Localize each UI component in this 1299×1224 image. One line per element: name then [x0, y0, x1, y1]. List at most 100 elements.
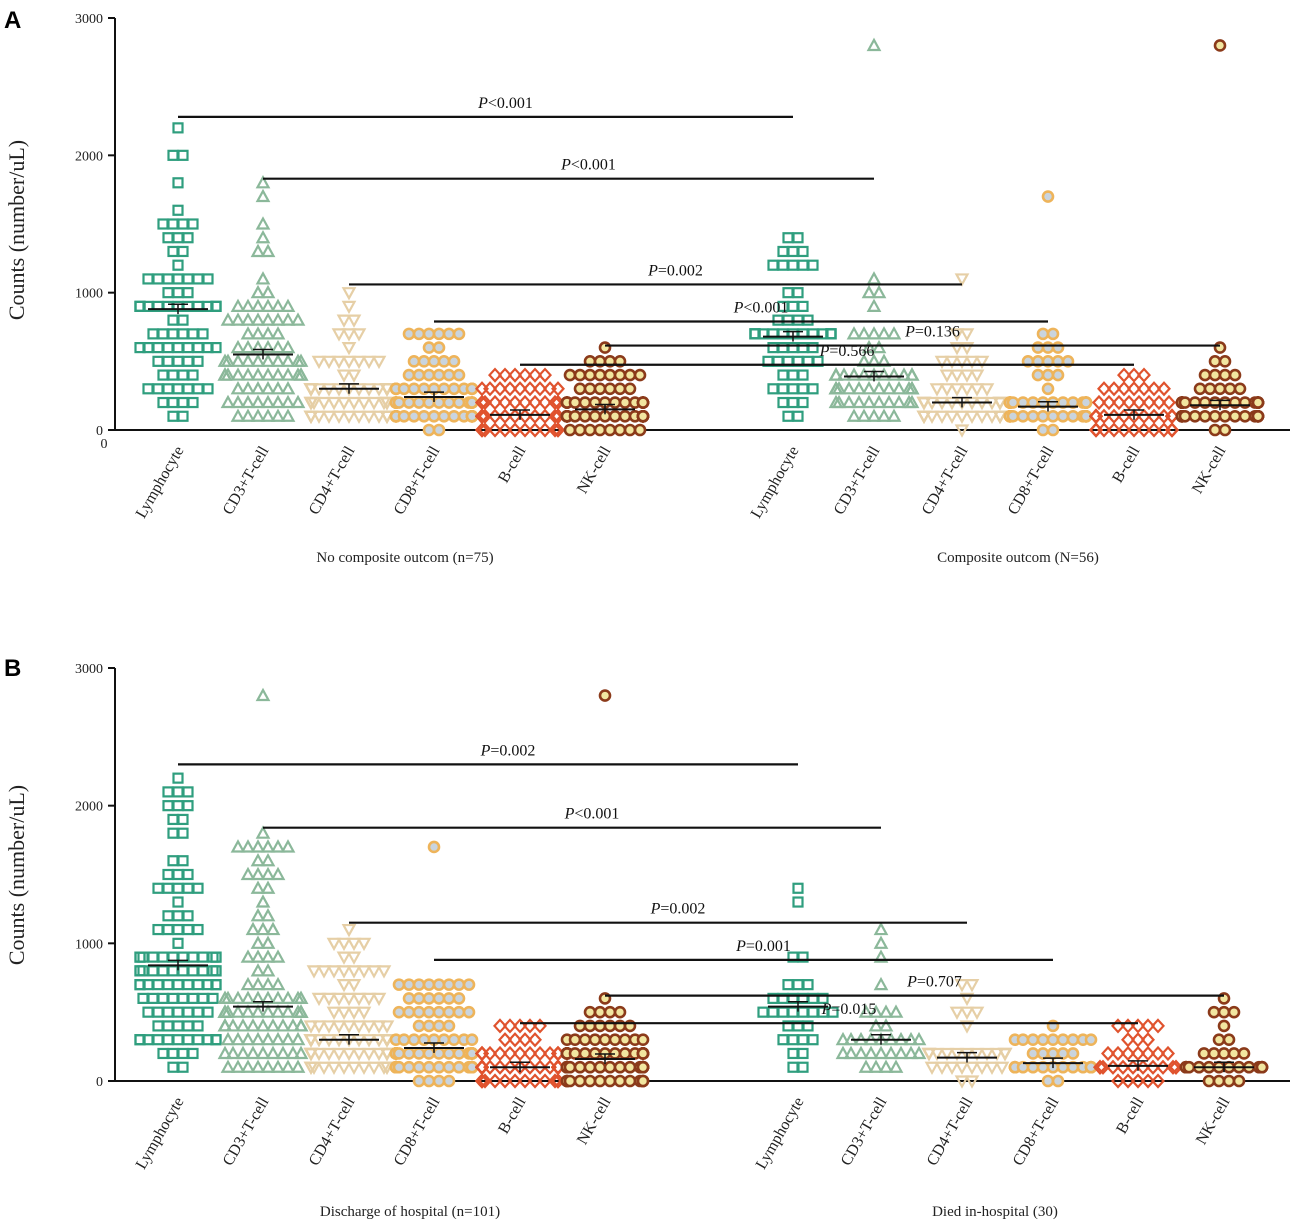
data-point — [613, 1005, 627, 1019]
data-point — [162, 1006, 174, 1018]
data-point — [563, 368, 577, 382]
data-point — [293, 353, 309, 367]
data-point — [861, 284, 877, 299]
data-point — [417, 355, 431, 368]
data-point — [1255, 1060, 1269, 1074]
data-point — [1066, 1033, 1080, 1046]
data-point — [270, 976, 286, 991]
data-point — [250, 394, 266, 409]
data-point — [802, 979, 814, 991]
data-point — [548, 1073, 562, 1089]
data-point — [326, 937, 342, 952]
data-point — [792, 979, 804, 991]
data-point — [578, 1047, 592, 1060]
data-point — [563, 1060, 577, 1074]
data-point — [285, 1018, 301, 1032]
data-point — [142, 1006, 154, 1018]
data-point — [1131, 1032, 1145, 1048]
data-point — [255, 1018, 271, 1032]
data-point — [568, 1047, 582, 1060]
data-point — [177, 149, 189, 161]
data-point — [230, 367, 246, 381]
data-point — [172, 882, 184, 894]
data-point — [230, 394, 246, 409]
data-point — [856, 367, 872, 381]
data-point — [1141, 1018, 1155, 1034]
data-point — [1031, 341, 1045, 354]
data-point — [608, 409, 622, 423]
data-point — [807, 259, 819, 271]
data-point — [633, 368, 647, 382]
data-point — [475, 1073, 489, 1089]
data-point — [275, 1018, 291, 1032]
data-point — [280, 1004, 296, 1018]
data-point — [836, 367, 852, 381]
data-point — [152, 355, 164, 367]
data-point — [412, 368, 426, 382]
data-point — [876, 408, 892, 422]
data-point — [172, 896, 184, 908]
data-point — [447, 409, 461, 423]
data-point — [797, 383, 809, 395]
data-point — [157, 328, 169, 340]
data-point — [861, 381, 877, 395]
data-point — [939, 383, 955, 397]
data-point — [432, 341, 446, 354]
data-point — [873, 949, 889, 963]
data-point — [250, 243, 266, 258]
data-point — [442, 1074, 456, 1088]
data-point — [1026, 409, 1040, 423]
data-point — [152, 273, 164, 285]
data-point — [392, 396, 406, 409]
data-point — [336, 369, 352, 383]
data-point — [341, 355, 357, 370]
data-point — [250, 353, 266, 367]
p-value-label: P=0.136 — [904, 324, 960, 341]
data-point — [959, 1020, 975, 1034]
data-point — [172, 287, 184, 299]
data-point — [613, 423, 627, 437]
data-point — [1227, 1005, 1241, 1019]
data-point — [1041, 368, 1055, 382]
data-point — [412, 1060, 426, 1074]
data-point — [997, 1047, 1013, 1062]
data-point — [250, 839, 266, 853]
data-point — [260, 367, 276, 381]
data-point — [250, 408, 266, 422]
data-point — [351, 1020, 367, 1034]
data-point — [593, 1005, 607, 1019]
data-point — [916, 410, 932, 425]
data-point — [1238, 409, 1252, 423]
data-point — [1041, 341, 1055, 354]
x-tick-label: CD8+T-cell — [1005, 443, 1058, 518]
data-point — [1218, 409, 1232, 423]
data-point — [255, 229, 271, 244]
data-point — [240, 1004, 256, 1018]
data-point — [162, 923, 174, 936]
data-point — [876, 326, 892, 340]
data-point — [954, 424, 970, 438]
data-point — [162, 882, 174, 894]
data-point — [949, 1047, 965, 1062]
data-point — [528, 422, 542, 438]
data-point — [777, 383, 789, 395]
data-point — [240, 394, 256, 409]
data-point — [578, 396, 592, 409]
data-point — [1217, 1019, 1231, 1033]
data-point — [583, 382, 597, 396]
data-point — [881, 381, 897, 395]
data-point — [306, 396, 322, 411]
data-point — [187, 218, 199, 230]
data-point — [220, 1031, 236, 1046]
data-point — [452, 1047, 466, 1060]
data-point — [851, 394, 867, 409]
data-point — [483, 1059, 497, 1075]
data-point — [904, 394, 920, 409]
data-point — [1006, 396, 1020, 409]
data-point — [220, 1004, 236, 1018]
group-label: Died in-hospital (30) — [932, 1204, 1058, 1220]
data-point — [1141, 1073, 1155, 1089]
data-point — [528, 394, 542, 411]
y-tick-label: 3000 — [75, 662, 103, 677]
data-point — [1162, 394, 1176, 411]
